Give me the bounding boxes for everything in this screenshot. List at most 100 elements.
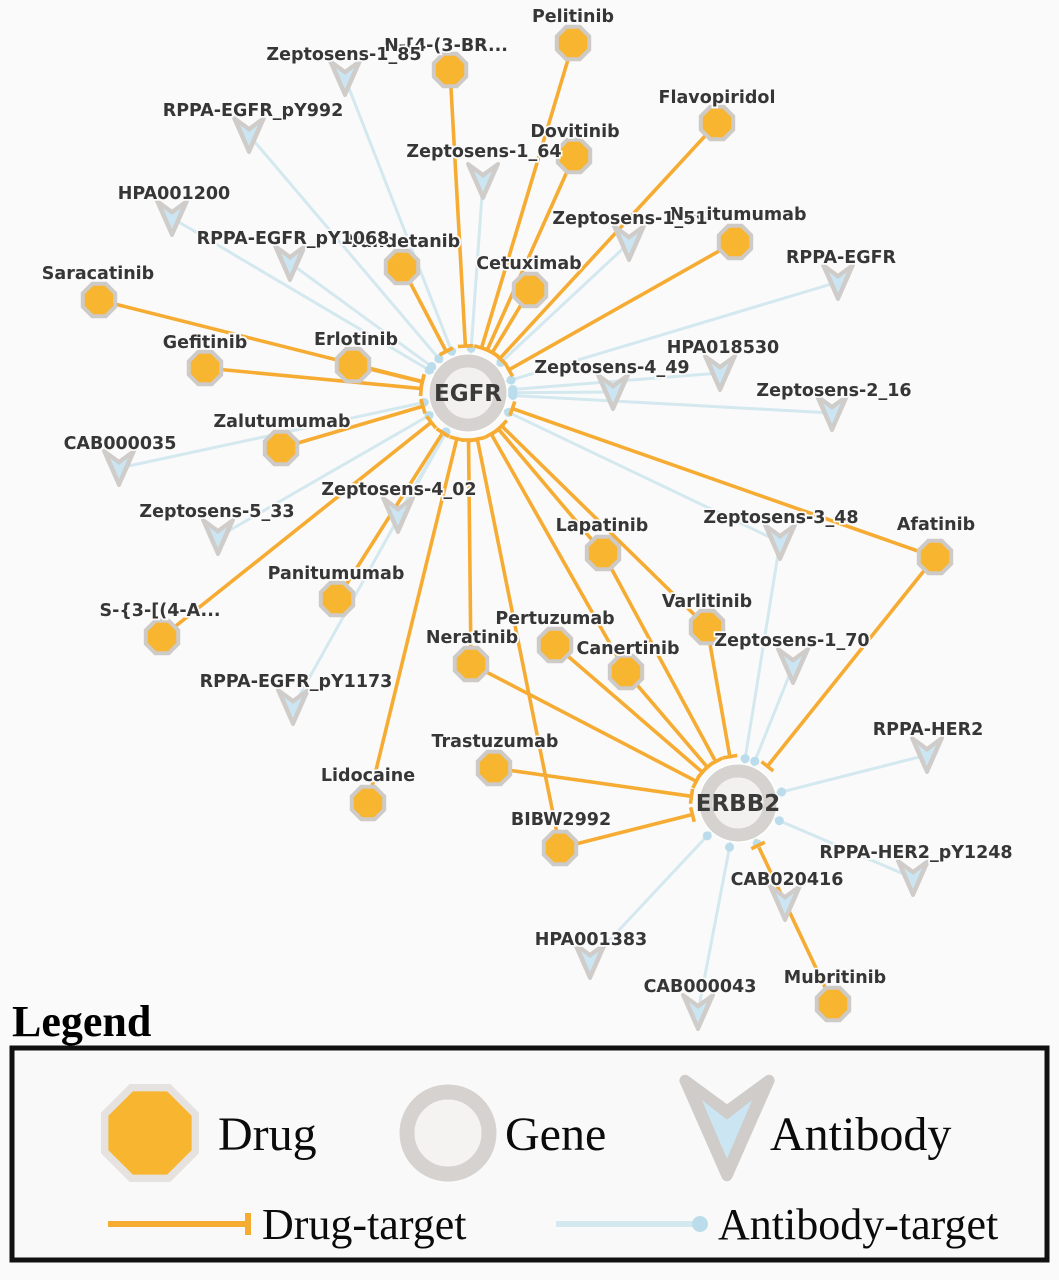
drug-label-canertinib: Canertinib xyxy=(577,639,680,659)
drug-node-trastuzumab[interactable] xyxy=(475,749,513,787)
antibody-edge-dot xyxy=(508,390,518,400)
gene-node-erbb2[interactable]: ERBB2 xyxy=(696,763,781,843)
drug-target-edge-bibw2992-egfr[interactable] xyxy=(475,438,562,849)
drug-target-edge-trastuzumab-erbb2[interactable] xyxy=(493,766,692,799)
antibody-node-hpa001383[interactable] xyxy=(573,942,607,980)
drug-label-afatinib: Afatinib xyxy=(897,515,975,535)
antibody-label-rppa-egfr-py1068: RPPA-EGFR_pY1068 xyxy=(197,229,390,249)
drug-edge-tee xyxy=(493,352,507,365)
antibody-chevron-icon xyxy=(689,1002,707,1023)
drug-node-pertuzumab[interactable] xyxy=(536,626,574,664)
antibody-node-rppa-egfr-py992[interactable] xyxy=(232,116,266,154)
legend-antibody-label: Antibody xyxy=(770,1108,951,1161)
antibody-node-hpa018530[interactable] xyxy=(703,354,737,392)
drug-target-edge-lapatinib-egfr[interactable] xyxy=(496,427,605,555)
antibody-label-rppa-her2-py1248: RPPA-HER2_pY1248 xyxy=(819,843,1012,863)
drug-node-saracatinib[interactable] xyxy=(80,281,118,319)
drug-node-cetuximab[interactable] xyxy=(511,271,549,309)
drug-target-edge-necitumumab-egfr[interactable] xyxy=(508,240,736,372)
drug-edge-tee xyxy=(418,374,426,390)
antibody-target-edge-rppa-egfr-egfr[interactable] xyxy=(467,280,839,395)
drug-target-edge-neratinib-erbb2[interactable] xyxy=(470,662,698,783)
antibody-target-edge-zeptosens-3-48-egfr[interactable] xyxy=(467,391,781,544)
drug-target-edge-afatinib-erbb2[interactable] xyxy=(765,555,937,768)
antibody-node-cab000043[interactable] xyxy=(681,993,715,1031)
gene-label-egfr: EGFR xyxy=(434,381,502,407)
drug-node-erlotinib[interactable] xyxy=(334,346,372,384)
drug-node-panitumumab[interactable] xyxy=(318,580,356,618)
drug-target-edge-pertuzumab-erbb2[interactable] xyxy=(553,643,704,774)
antibody-node-rppa-egfr-py1068[interactable] xyxy=(273,244,307,282)
gene-circle-icon xyxy=(429,354,507,432)
gene-node-egfr[interactable]: EGFR xyxy=(428,353,508,433)
drug-octagon-icon xyxy=(716,223,754,261)
antibody-node-rppa-her2-py1248[interactable] xyxy=(896,859,930,897)
antibody-label-zeptosens-5-33: Zeptosens-5_33 xyxy=(139,502,294,522)
antibody-target-edge-rppa-egfr-py992-egfr[interactable] xyxy=(247,134,470,394)
antibody-node-rppa-egfr-py1173[interactable] xyxy=(276,688,310,726)
antibody-node-zeptosens-1-64[interactable] xyxy=(466,162,500,200)
antibody-node-zeptosens-1-85[interactable] xyxy=(328,59,362,97)
drug-label-saracatinib: Saracatinib xyxy=(42,264,154,284)
antibody-node-zeptosens-1-70[interactable] xyxy=(776,647,810,685)
drug-node-n-4-3-br[interactable] xyxy=(431,51,469,89)
drug-octagon-icon xyxy=(607,653,645,691)
drug-target-edge-n-4-3-br-egfr[interactable] xyxy=(448,69,468,347)
drug-node-zalutumumab[interactable] xyxy=(262,429,300,467)
antibody-chevron-icon xyxy=(163,208,181,229)
drug-target-edge-flavopiridol-egfr[interactable] xyxy=(498,121,719,360)
antibody-node-zeptosens-4-49[interactable] xyxy=(596,373,630,411)
drug-node-necitumumab[interactable] xyxy=(716,223,754,261)
legend-gene-label: Gene xyxy=(505,1108,606,1161)
drug-node-lapatinib[interactable] xyxy=(584,534,622,572)
antibody-node-zeptosens-3-48[interactable] xyxy=(763,523,797,561)
drug-node-flavopiridol[interactable] xyxy=(698,104,736,142)
antibody-node-zeptosens-4-02[interactable] xyxy=(381,496,415,534)
antibody-target-edge-zeptosens-2-16-egfr[interactable] xyxy=(467,391,833,415)
antibody-node-cab020416[interactable] xyxy=(768,884,802,922)
antibody-target-edge-zeptosens-1-85-egfr[interactable] xyxy=(343,77,470,394)
drug-node-bibw2992[interactable] xyxy=(541,829,579,867)
drug-label-bibw2992: BIBW2992 xyxy=(511,810,611,830)
drug-target-edge-gefitinib-egfr[interactable] xyxy=(204,366,422,391)
antibody-chevron-icon xyxy=(281,253,299,274)
antibody-node-zeptosens-5-33[interactable] xyxy=(201,518,235,556)
drug-node-afatinib[interactable] xyxy=(916,538,954,576)
drug-node-pelitinib[interactable] xyxy=(554,24,592,62)
drug-target-edge-pelitinib-egfr[interactable] xyxy=(479,42,575,349)
drug-target-edge-lapatinib-erbb2[interactable] xyxy=(601,552,718,763)
drug-target-edge-s-3-4-a-egfr[interactable] xyxy=(160,420,433,639)
antibody-node-cab000035[interactable] xyxy=(102,449,136,487)
antibody-target-edge-cab000035-egfr[interactable] xyxy=(118,391,469,470)
antibody-node-rppa-her2[interactable] xyxy=(910,736,944,774)
drug-node-canertinib[interactable] xyxy=(607,653,645,691)
drug-node-mubritinib[interactable] xyxy=(814,985,852,1023)
antibody-node-hpa001200[interactable] xyxy=(155,199,189,237)
antibody-chevron-icon xyxy=(336,68,354,89)
drug-target-edge-afatinib-egfr[interactable] xyxy=(511,406,936,559)
drug-target-edge-varlitinib-egfr[interactable] xyxy=(500,424,709,629)
drug-node-s-3-4-a[interactable] xyxy=(143,618,181,656)
drug-target-edge-lidocaine-egfr[interactable] xyxy=(366,438,459,804)
drug-node-neratinib[interactable] xyxy=(452,645,490,683)
antibody-node-rppa-egfr[interactable] xyxy=(821,263,855,301)
drug-node-dovitinib[interactable] xyxy=(555,137,593,175)
drug-node-lidocaine[interactable] xyxy=(349,784,387,822)
drug-node-gefitinib[interactable] xyxy=(186,349,224,387)
drug-label-erlotinib: Erlotinib xyxy=(314,330,398,350)
drug-target-edge-dovitinib-egfr[interactable] xyxy=(485,155,576,351)
antibody-label-zeptosens-1-51: Zeptosens-1_51 xyxy=(552,209,707,229)
drug-target-edge-varlitinib-erbb2[interactable] xyxy=(705,626,732,758)
drug-target-edge-neratinib-egfr[interactable] xyxy=(466,439,473,665)
antibody-target-edge-rppa-egfr-py1173-egfr[interactable] xyxy=(291,392,470,708)
drug-target-edge-zalutumumab-egfr[interactable] xyxy=(280,404,424,450)
drug-target-edge-canertinib-egfr[interactable] xyxy=(489,433,628,673)
antibody-target-edge-hpa001200-egfr[interactable] xyxy=(171,216,469,395)
drug-node-varlitinib[interactable] xyxy=(688,608,726,646)
drug-target-edge-mubritinib-erbb2[interactable] xyxy=(756,844,835,1005)
drug-target-edge-canertinib-erbb2[interactable] xyxy=(624,670,709,769)
drug-target-edge-bibw2992-erbb2[interactable] xyxy=(559,812,693,850)
antibody-node-zeptosens-2-16[interactable] xyxy=(815,394,849,432)
drug-node-vandetanib[interactable] xyxy=(383,248,421,286)
antibody-node-zeptosens-1-51[interactable] xyxy=(612,224,646,262)
